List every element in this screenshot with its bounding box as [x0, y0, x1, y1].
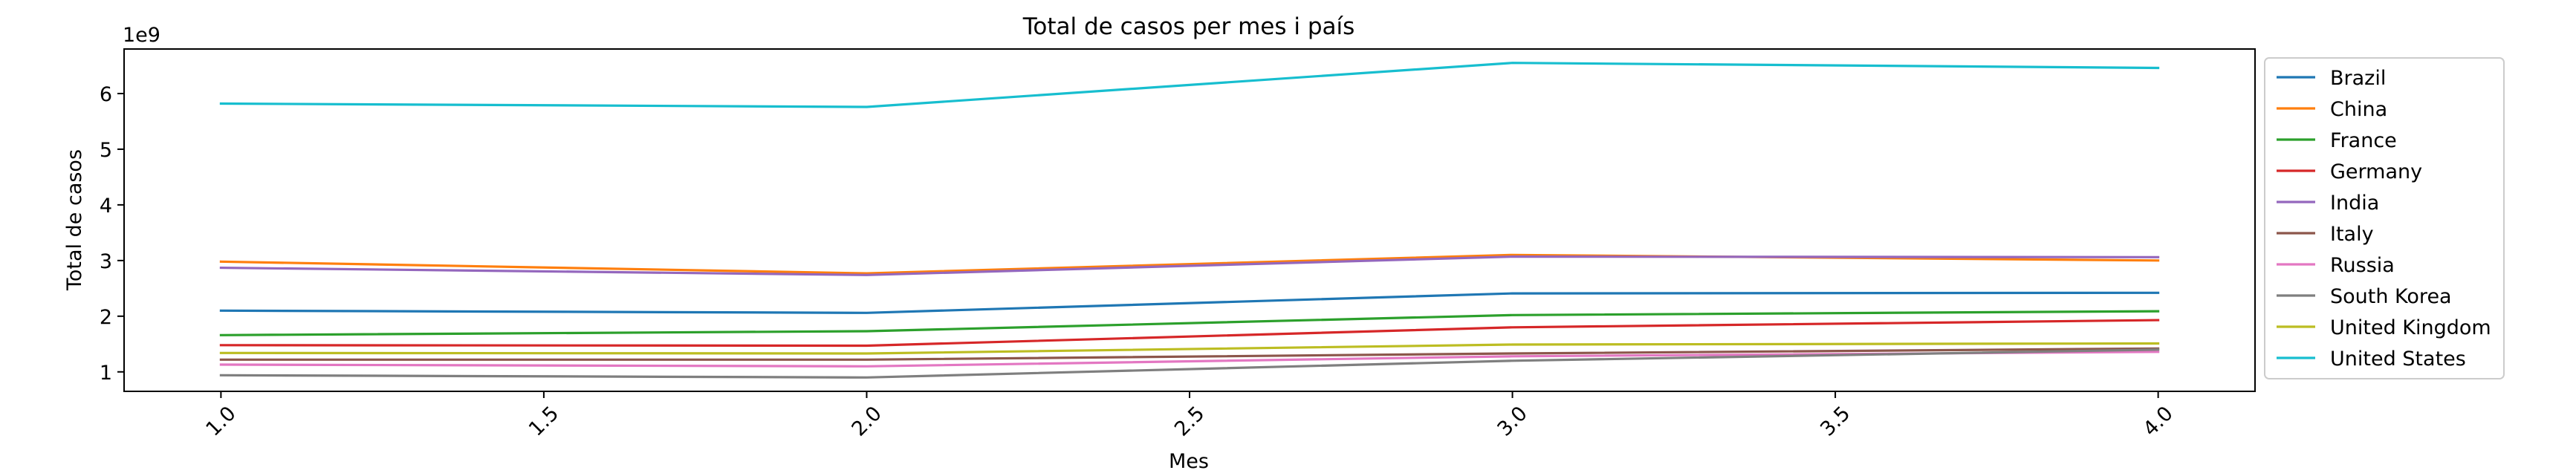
legend-label-brazil: Brazil	[2330, 67, 2386, 90]
series-layer	[219, 62, 2160, 379]
series-line-india	[219, 255, 2160, 276]
legend-label-france: France	[2330, 129, 2397, 152]
y-tick-label: 1	[100, 362, 112, 385]
y-tick-label: 3	[100, 250, 112, 273]
legend: Brazil China France Germany India Italy Russia…	[2264, 57, 2505, 379]
x-axis-label: Mes	[1169, 450, 1209, 473]
y-tick-label: 4	[100, 195, 112, 218]
legend-label-china: China	[2330, 98, 2387, 121]
legend-label-russia: Russia	[2330, 254, 2395, 277]
chart-title: Total de casos per mes i país	[1022, 13, 1355, 40]
series-line-brazil	[219, 291, 2160, 314]
legend-label-united-kingdom: United Kingdom	[2330, 316, 2491, 339]
series-line-germany	[219, 319, 2160, 348]
series-line-united-kingdom	[219, 342, 2160, 355]
y-tick-label: 5	[100, 139, 112, 162]
legend-label-germany: Germany	[2330, 160, 2422, 183]
legend-frame	[2264, 57, 2505, 379]
y-axis-label: Total de casos	[63, 149, 86, 291]
series-line-italy	[219, 347, 2160, 361]
series-line-south-korea	[219, 348, 2160, 379]
legend-label-italy: Italy	[2330, 223, 2374, 246]
y-tick-label: 6	[100, 83, 112, 106]
legend-items: Brazil China France Germany India Italy Russia…	[2277, 67, 2491, 371]
legend-label-india: India	[2330, 192, 2379, 215]
y-tick-label: 2	[100, 306, 112, 329]
y-axis-multiplier: 1e9	[123, 24, 160, 47]
y-axis: 1 2 3 4 5 6	[100, 83, 124, 385]
legend-label-south-korea: South Korea	[2330, 285, 2452, 308]
series-line-united-states	[219, 62, 2160, 108]
series-line-france	[219, 310, 2160, 336]
legend-label-united-states: United States	[2330, 348, 2466, 371]
